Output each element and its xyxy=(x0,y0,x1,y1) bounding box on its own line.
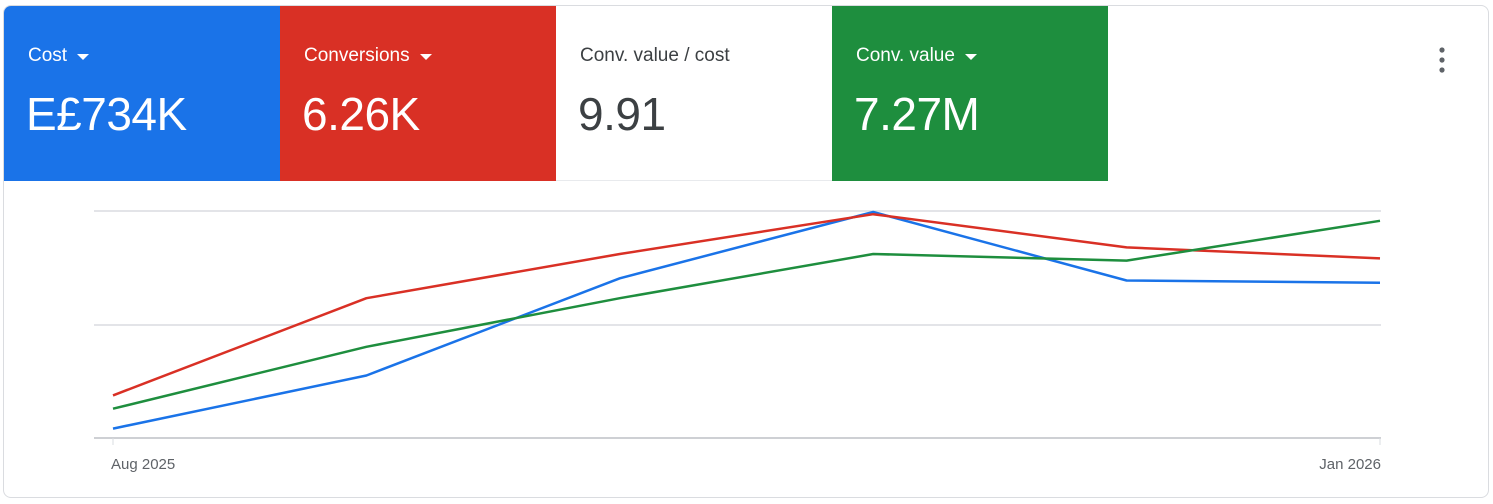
line-chart: Aug 2025 Jan 2026 xyxy=(4,181,1488,497)
caret-down-icon xyxy=(77,54,90,60)
metric-selector[interactable]: Cost xyxy=(28,44,90,68)
series-line-cost xyxy=(112,210,1381,430)
series-line-conv-value xyxy=(112,219,1381,410)
x-tick-label: Aug 2025 xyxy=(111,456,175,473)
scorecard-conversions[interactable]: Conversions 6.26K xyxy=(280,6,556,181)
caret-down-icon xyxy=(964,54,977,60)
scorecard-cost[interactable]: Cost E£734K xyxy=(4,6,280,181)
metric-selector[interactable]: Conv. value / cost xyxy=(580,44,730,68)
more-options-button[interactable] xyxy=(1422,40,1462,80)
metric-value: 9.91 xyxy=(578,88,666,140)
metric-value: E£734K xyxy=(26,88,187,140)
metric-label: Conversions xyxy=(304,45,410,66)
scorecard-conv-value-per-cost[interactable]: Conv. value / cost 9.91 xyxy=(556,6,832,181)
metric-selector[interactable]: Conv. value xyxy=(856,44,977,68)
scorecard-conv-value[interactable]: Conv. value 7.27M xyxy=(832,6,1108,181)
metric-value: 7.27M xyxy=(854,88,980,140)
x-tick-label: Jan 2026 xyxy=(1319,456,1381,473)
metric-label: Conv. value xyxy=(856,45,955,66)
caret-down-icon xyxy=(419,54,432,60)
gridlines xyxy=(94,210,1381,439)
chart-svg: Aug 2025 Jan 2026 xyxy=(94,210,1381,473)
series-line-conversions xyxy=(112,212,1381,397)
performance-card: Cost E£734K Conversions 6.26K Conv. valu… xyxy=(3,5,1489,498)
x-axis: Aug 2025 Jan 2026 xyxy=(111,438,1381,473)
metric-label: Conv. value / cost xyxy=(580,45,730,66)
metric-selector[interactable]: Conversions xyxy=(304,44,432,68)
metric-value: 6.26K xyxy=(302,88,420,140)
more-vert-icon xyxy=(1439,47,1445,73)
series-lines xyxy=(112,210,1381,430)
scorecard-row: Cost E£734K Conversions 6.26K Conv. valu… xyxy=(4,6,1108,181)
metric-label: Cost xyxy=(28,45,68,66)
